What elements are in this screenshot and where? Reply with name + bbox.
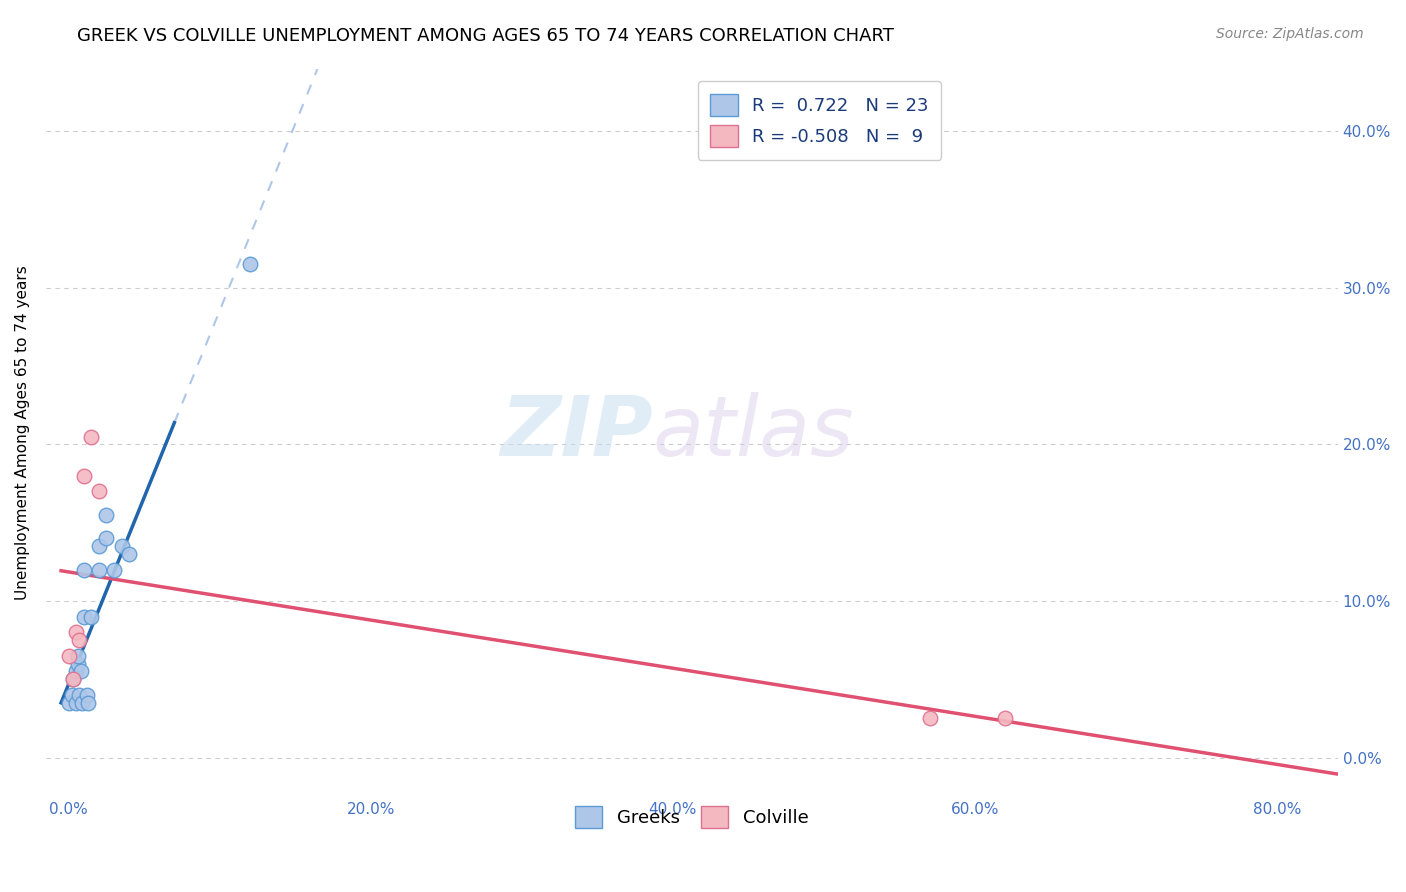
Point [65, 665, 87, 679]
Point [62, 673, 84, 687]
Point [994, 711, 1017, 725]
Point [110, 539, 132, 553]
Point [87, 484, 110, 499]
Point [918, 711, 941, 725]
Point [118, 547, 141, 561]
Point [66, 657, 89, 671]
Text: GREEK VS COLVILLE UNEMPLOYMENT AMONG AGES 65 TO 74 YEARS CORRELATION CHART: GREEK VS COLVILLE UNEMPLOYMENT AMONG AGE… [77, 27, 894, 45]
Point [96, 532, 118, 546]
Point [67, 688, 90, 702]
Text: Source: ZipAtlas.com: Source: ZipAtlas.com [1216, 27, 1364, 41]
Point [76, 688, 98, 702]
Point [70, 696, 93, 710]
Point [69, 665, 91, 679]
Point [87, 563, 110, 577]
Point [65, 696, 87, 710]
Point [239, 257, 262, 271]
Point [87, 539, 110, 553]
Point [73, 563, 96, 577]
Point [67, 633, 90, 648]
Point [77, 696, 100, 710]
Point [96, 508, 118, 522]
Point [80, 609, 103, 624]
Text: ZIP: ZIP [501, 392, 652, 473]
Y-axis label: Unemployment Among Ages 65 to 74 years: Unemployment Among Ages 65 to 74 years [15, 265, 30, 600]
Point [66, 648, 89, 663]
Point [62, 673, 84, 687]
Point [80, 429, 103, 443]
Text: atlas: atlas [652, 392, 855, 473]
Point [65, 625, 87, 640]
Point [103, 563, 125, 577]
Point [58, 696, 80, 710]
Legend: Greeks, Colville: Greeks, Colville [568, 798, 815, 835]
Point [58, 648, 80, 663]
Point [73, 468, 96, 483]
Point [73, 609, 96, 624]
Point [60, 688, 83, 702]
